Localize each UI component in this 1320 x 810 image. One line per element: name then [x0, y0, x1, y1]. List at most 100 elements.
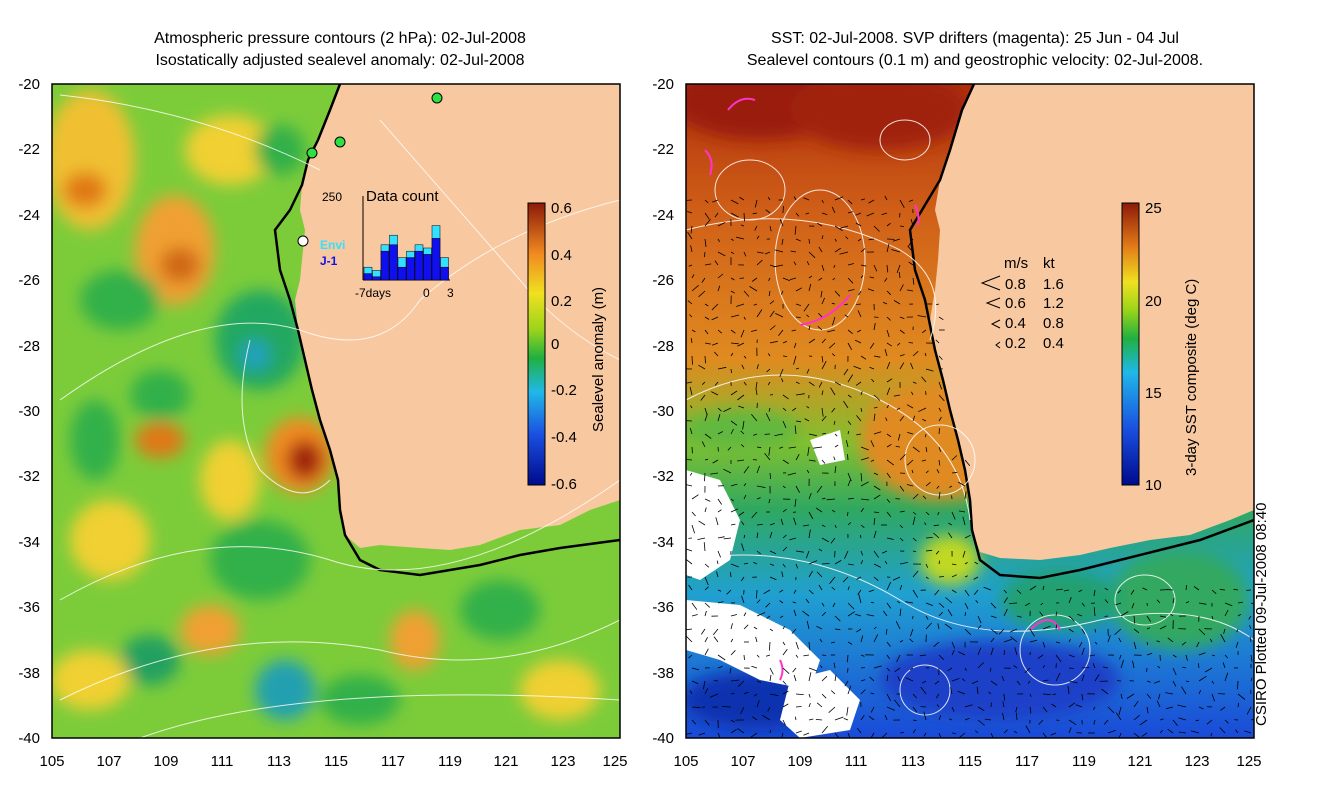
velocity-vector: [816, 702, 823, 708]
legend-envi: Envi: [320, 238, 345, 252]
velocity-vector: [752, 212, 758, 215]
velocity-vector: [886, 264, 889, 273]
velocity-vector: [730, 212, 739, 218]
velocity-vector: [717, 329, 723, 334]
velocity-vector: [808, 238, 810, 244]
velocity-vector: [951, 563, 957, 566]
inset-x-label-end: 3: [447, 286, 454, 300]
velocity-vector: [886, 222, 891, 227]
velocity-vector: [1204, 667, 1213, 673]
velocity-vector: [938, 381, 943, 390]
velocity-vector: [756, 251, 764, 254]
velocity-vector: [937, 623, 940, 630]
velocity-vector: [859, 534, 862, 539]
velocity-vector: [756, 235, 760, 240]
velocity-vector: [857, 329, 862, 333]
velocity-vector: [895, 446, 901, 448]
velocity-vector: [886, 581, 892, 591]
velocity-vector: [912, 706, 918, 713]
j1-count-bar: [363, 273, 373, 281]
velocity-vector: [847, 522, 852, 526]
velocity-vector: [730, 428, 734, 435]
velocity-vector: [923, 711, 927, 721]
velocity-vector: [688, 264, 693, 267]
velocity-vector: [782, 546, 788, 552]
velocity-vector: [896, 600, 901, 604]
velocity-vector: [912, 511, 917, 515]
velocity-vector: [831, 302, 836, 305]
velocity-vector: [766, 615, 771, 619]
velocity-vector: [855, 613, 862, 617]
velocity-vector: [868, 238, 875, 241]
velocity-vector: [1118, 706, 1122, 715]
x-tick: 125: [602, 753, 627, 770]
velocity-vector: [891, 249, 901, 253]
velocity-vector: [756, 524, 763, 526]
sla-tick: 0.2: [551, 293, 572, 310]
velocity-vector: [860, 560, 864, 565]
velocity-vector: [711, 316, 719, 321]
velocity-vector: [769, 550, 777, 555]
velocity-vector: [791, 628, 797, 634]
velocity-vector: [741, 364, 745, 370]
legend-ms: 0.2: [1005, 335, 1026, 352]
velocity-vector: [717, 498, 723, 505]
velocity-vector: [1236, 628, 1239, 633]
velocity-vector: [899, 608, 902, 617]
velocity-vector: [868, 715, 875, 721]
velocity-vector: [818, 548, 823, 552]
velocity-vector: [847, 394, 852, 398]
velocity-vector: [912, 693, 918, 699]
velocity-vector: [723, 468, 732, 474]
velocity-vector: [884, 195, 888, 201]
velocity-vector: [1078, 641, 1083, 648]
velocity-vector: [1068, 654, 1075, 658]
velocity-vector: [743, 562, 748, 565]
velocity-vector: [938, 428, 940, 435]
velocity-vector: [847, 732, 851, 738]
velocity-vector: [899, 316, 905, 319]
velocity-vector: [860, 524, 865, 529]
velocity-vector: [873, 563, 881, 568]
velocity-vector: [815, 507, 823, 513]
velocity-vector: [1010, 636, 1018, 643]
velocity-vector: [806, 368, 810, 374]
velocity-vector: [1042, 693, 1051, 696]
velocity-vector: [1051, 703, 1057, 708]
velocity-vector: [802, 610, 810, 617]
velocity-vector: [782, 667, 790, 674]
velocity-vector: [717, 431, 723, 435]
velocity-vector: [808, 641, 811, 651]
velocity-vector: [938, 715, 942, 721]
velocity-vector: [964, 491, 967, 500]
velocity-vector: [821, 459, 826, 464]
velocity-vector: [769, 523, 775, 526]
velocity-vector: [753, 561, 758, 565]
y-tick: -26: [18, 272, 40, 289]
sla-colorbar: 0.6 0.4 0.2 0 -0.2 -0.4 -0.6 Sealevel an…: [527, 200, 607, 493]
velocity-vector: [820, 665, 823, 669]
velocity-vector: [897, 342, 901, 346]
velocity-vector: [730, 368, 732, 374]
tide-gauge-marker: [334, 136, 346, 148]
velocity-vector: [1181, 686, 1187, 695]
velocity-vector: [870, 601, 875, 604]
velocity-vector: [704, 602, 711, 608]
velocity-vector: [756, 259, 763, 266]
velocity-vector: [925, 511, 930, 516]
velocity-vector: [925, 576, 929, 580]
velocity-vector: [730, 692, 735, 695]
velocity-vector: [1003, 589, 1007, 594]
velocity-vector: [938, 611, 943, 617]
velocity-vector: [906, 484, 914, 487]
velocity-vector: [793, 589, 797, 594]
velocity-vector: [912, 351, 919, 357]
velocity-vector: [1094, 673, 1100, 682]
velocity-vector: [782, 690, 789, 695]
x-tick: 115: [958, 753, 982, 770]
velocity-vector: [935, 693, 940, 699]
velocity-vector: [938, 416, 942, 422]
velocity-vector: [756, 497, 761, 500]
velocity-vector: [1196, 641, 1200, 648]
velocity-vector: [691, 511, 696, 517]
